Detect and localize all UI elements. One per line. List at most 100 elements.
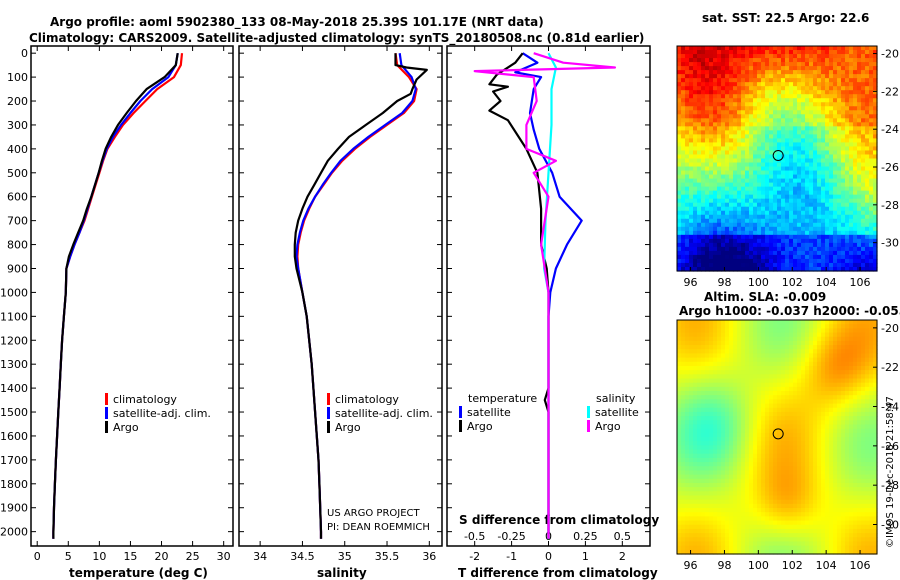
map-cell (825, 146, 830, 152)
map-cell (789, 449, 794, 455)
map-cell (865, 54, 870, 59)
map-cell (853, 424, 858, 430)
map-cell (793, 266, 798, 272)
map-cell (785, 122, 790, 127)
map-cell (861, 90, 866, 95)
map-cell (809, 411, 814, 417)
map-cell (697, 186, 702, 192)
map-cell (853, 150, 858, 156)
map-cell (721, 399, 726, 405)
map-cell (721, 382, 726, 388)
map-cell (793, 332, 798, 338)
map-cell (693, 86, 698, 91)
map-cell (845, 453, 850, 459)
map-cell (737, 170, 742, 176)
map-cell (813, 345, 818, 350)
map-cell (813, 170, 818, 176)
map-cell (749, 218, 754, 224)
map-cell (805, 230, 810, 236)
map-cell (781, 250, 786, 256)
map-cell (841, 457, 846, 463)
map-cell (797, 194, 802, 200)
map-cell (721, 242, 726, 248)
map-cell (801, 424, 806, 430)
map-cell (857, 250, 862, 256)
map-cell (809, 470, 814, 476)
map-cell (873, 361, 878, 367)
map-cell (745, 162, 750, 168)
map-cell (745, 238, 750, 244)
map-cell (769, 370, 774, 375)
map-cell (677, 382, 682, 388)
map-cell (713, 98, 718, 103)
map-cell (701, 262, 706, 268)
map-cell (689, 142, 694, 148)
map-cell (841, 353, 846, 359)
map-cell (681, 118, 686, 123)
map-cell (817, 126, 822, 131)
map-cell (801, 370, 806, 375)
map-cell (709, 114, 714, 119)
map-cell (757, 357, 762, 363)
map-cell (861, 78, 866, 83)
map-cell (873, 126, 878, 131)
map-cell (749, 234, 754, 240)
map-cell (677, 46, 682, 51)
map-cell (681, 374, 686, 380)
map-cell (861, 332, 866, 338)
map-cell (789, 370, 794, 375)
map-cell (729, 420, 734, 426)
map-cell (837, 146, 842, 152)
map-cell (821, 182, 826, 188)
map-cell (781, 353, 786, 359)
map-cell (701, 478, 706, 484)
map-cell (853, 445, 858, 451)
map-cell (805, 154, 810, 160)
map-cell (849, 74, 854, 79)
map-cell (793, 407, 798, 413)
map-cell (857, 226, 862, 232)
map-cell (857, 158, 862, 164)
map-cell (693, 395, 698, 400)
map-cell (829, 194, 834, 200)
map-cell (721, 118, 726, 123)
map-cell (797, 74, 802, 79)
map-cell (721, 122, 726, 127)
map-cell (825, 332, 830, 338)
map-cell (825, 411, 830, 417)
map-cell (777, 395, 782, 400)
map-cell (845, 194, 850, 200)
map-cell (761, 340, 766, 346)
map-cell (721, 194, 726, 200)
map-cell (749, 254, 754, 260)
map-cell (825, 74, 830, 79)
map-cell (729, 466, 734, 472)
map-cell (869, 58, 874, 63)
map-cell (845, 457, 850, 463)
map-cell (689, 210, 694, 216)
map-cell (873, 158, 878, 164)
map-cell (681, 266, 686, 272)
map-cell (853, 110, 858, 115)
map-cell (825, 118, 830, 123)
difference-x-ticks: -2 -1 0 1 2 (469, 46, 626, 563)
map-cell (689, 106, 694, 111)
map-cell (865, 178, 870, 184)
map-cell (837, 94, 842, 99)
map-cell (769, 74, 774, 79)
map-cell (829, 432, 834, 438)
map-cell (817, 78, 822, 83)
map-cell (681, 320, 686, 325)
map-cell (737, 102, 742, 107)
map-cell (717, 82, 722, 87)
map-cell (837, 178, 842, 184)
map-cell (765, 210, 770, 216)
map-cell (857, 349, 862, 355)
map-cell (729, 266, 734, 272)
map-cell (861, 222, 866, 228)
map-cell (873, 382, 878, 388)
map-cell (845, 118, 850, 123)
map-cell (785, 206, 790, 212)
map-cell (765, 166, 770, 172)
map-cell (813, 420, 818, 426)
